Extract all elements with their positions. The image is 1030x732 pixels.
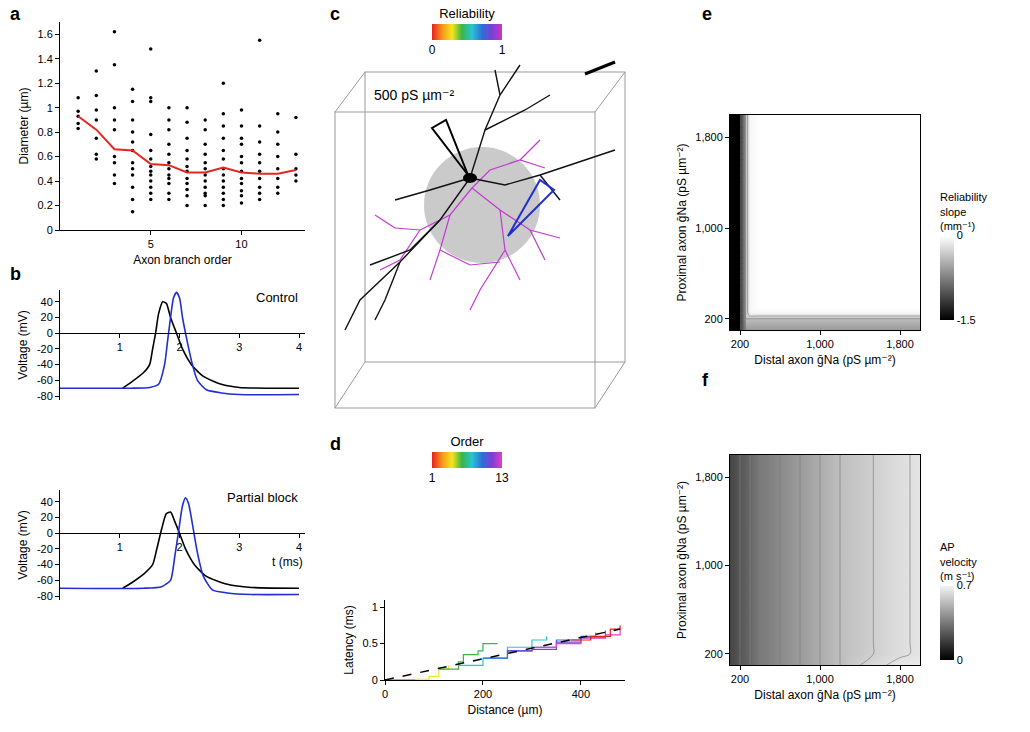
svg-text:1.2: 1.2 <box>38 77 53 89</box>
svg-text:200: 200 <box>731 673 749 685</box>
svg-text:0: 0 <box>957 229 963 241</box>
svg-text:400: 400 <box>572 688 590 700</box>
svg-text:APvelocity(m s⁻¹): APvelocity(m s⁻¹) <box>940 541 977 582</box>
svg-text:1,000: 1,000 <box>806 673 834 685</box>
svg-text:0: 0 <box>47 224 53 236</box>
svg-text:Reliability: Reliability <box>439 6 495 21</box>
svg-text:c: c <box>330 4 340 24</box>
svg-text:a: a <box>10 4 21 24</box>
svg-text:Order: Order <box>450 434 484 449</box>
svg-text:1: 1 <box>499 43 506 57</box>
svg-text:Control: Control <box>256 290 298 305</box>
svg-text:4: 4 <box>296 341 302 353</box>
svg-text:Distance (µm): Distance (µm) <box>468 703 543 717</box>
svg-text:0.5: 0.5 <box>363 637 378 649</box>
svg-text:Diameter (µm): Diameter (µm) <box>17 88 31 165</box>
svg-text:1,000: 1,000 <box>695 559 723 571</box>
svg-text:Proximal axon ḡNa (pS µm⁻²): Proximal axon ḡNa (pS µm⁻²) <box>675 481 689 639</box>
svg-text:f: f <box>702 370 709 390</box>
svg-text:Partial block: Partial block <box>227 490 298 505</box>
svg-text:3: 3 <box>236 341 242 353</box>
svg-text:0.8: 0.8 <box>38 126 53 138</box>
svg-text:5: 5 <box>148 238 154 250</box>
svg-text:1,000: 1,000 <box>695 222 723 234</box>
svg-text:-80: -80 <box>37 390 53 402</box>
svg-text:500 pS µm⁻²: 500 pS µm⁻² <box>374 87 454 103</box>
svg-text:0: 0 <box>429 43 436 57</box>
svg-text:-40: -40 <box>37 558 53 570</box>
svg-text:1: 1 <box>117 541 123 553</box>
svg-text:-60: -60 <box>37 574 53 586</box>
svg-text:Proximal axon ḡNa (pS µm⁻²): Proximal axon ḡNa (pS µm⁻²) <box>675 144 689 302</box>
svg-text:1: 1 <box>372 601 378 613</box>
svg-text:0.4: 0.4 <box>38 175 53 187</box>
svg-text:-1.5: -1.5 <box>957 314 976 326</box>
svg-text:1.6: 1.6 <box>38 28 53 40</box>
svg-text:1: 1 <box>117 341 123 353</box>
svg-text:200: 200 <box>474 688 492 700</box>
svg-text:0.6: 0.6 <box>38 150 53 162</box>
svg-text:Distal axon ḡNa (pS µm⁻²): Distal axon ḡNa (pS µm⁻²) <box>754 688 895 702</box>
svg-text:t (ms): t (ms) <box>272 555 303 569</box>
svg-text:2: 2 <box>176 541 182 553</box>
svg-text:1: 1 <box>47 102 53 114</box>
svg-text:200: 200 <box>704 648 722 660</box>
svg-text:20: 20 <box>41 311 53 323</box>
svg-text:Voltage (mV): Voltage (mV) <box>16 310 30 379</box>
svg-text:1,800: 1,800 <box>886 673 914 685</box>
svg-text:13: 13 <box>495 471 509 485</box>
svg-text:10: 10 <box>235 238 247 250</box>
svg-text:20: 20 <box>41 511 53 523</box>
svg-text:Voltage (mV): Voltage (mV) <box>16 510 30 579</box>
svg-text:0: 0 <box>382 688 388 700</box>
svg-text:40: 40 <box>41 296 53 308</box>
svg-text:-20: -20 <box>37 543 53 555</box>
svg-text:0.2: 0.2 <box>38 199 53 211</box>
svg-text:Latency (ms): Latency (ms) <box>342 605 356 674</box>
svg-text:b: b <box>10 264 21 284</box>
svg-text:0.7: 0.7 <box>957 579 972 591</box>
svg-text:1,800: 1,800 <box>695 131 723 143</box>
svg-text:1.4: 1.4 <box>38 53 53 65</box>
svg-text:e: e <box>702 4 712 24</box>
svg-text:-60: -60 <box>37 374 53 386</box>
svg-text:4: 4 <box>296 541 302 553</box>
svg-text:3: 3 <box>236 541 242 553</box>
svg-text:Axon branch order: Axon branch order <box>133 253 232 267</box>
svg-text:Reliabilityslope(mm⁻¹): Reliabilityslope(mm⁻¹) <box>940 191 988 232</box>
svg-text:0: 0 <box>372 674 378 686</box>
svg-text:1,800: 1,800 <box>886 338 914 350</box>
svg-text:d: d <box>330 434 341 454</box>
svg-text:40: 40 <box>41 496 53 508</box>
svg-text:-80: -80 <box>37 590 53 602</box>
svg-text:1,800: 1,800 <box>695 471 723 483</box>
svg-text:0: 0 <box>47 327 53 339</box>
svg-text:1,000: 1,000 <box>806 338 834 350</box>
svg-text:-20: -20 <box>37 343 53 355</box>
svg-text:Distal axon ḡNa (pS µm⁻²): Distal axon ḡNa (pS µm⁻²) <box>754 353 895 367</box>
svg-text:-40: -40 <box>37 358 53 370</box>
svg-text:200: 200 <box>731 338 749 350</box>
svg-text:0: 0 <box>957 654 963 666</box>
svg-text:2: 2 <box>176 341 182 353</box>
svg-text:200: 200 <box>704 313 722 325</box>
svg-text:1: 1 <box>429 471 436 485</box>
svg-text:0: 0 <box>47 527 53 539</box>
